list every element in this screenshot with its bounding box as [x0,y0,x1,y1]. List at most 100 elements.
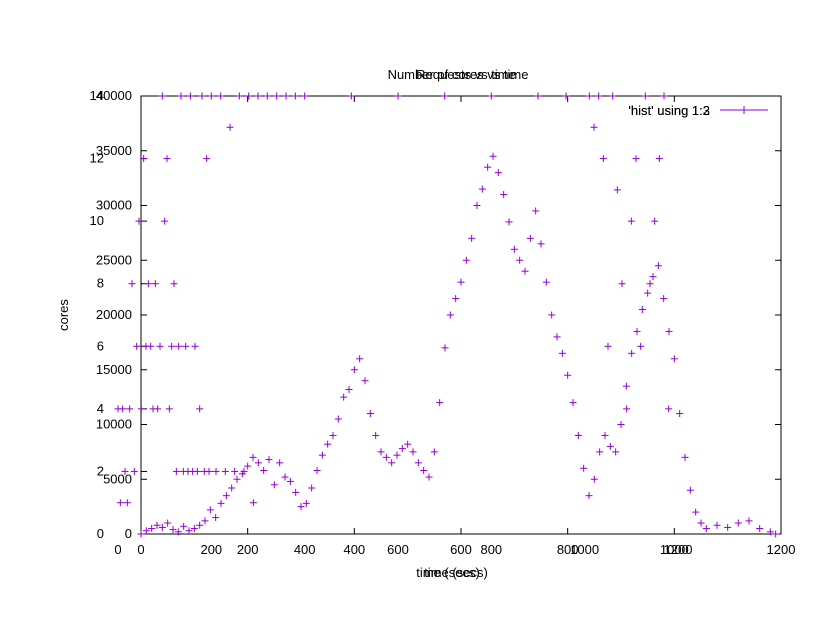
y-tick-label-a: 8 [97,276,104,291]
data-point-b [542,278,550,286]
data-point-b [772,530,780,538]
data-point-b [137,530,145,538]
data-point-b [297,503,305,511]
data-point-a [599,155,607,163]
data-point-a [123,499,131,507]
data-point-b [516,256,524,264]
x-tick-label-a: 600 [387,542,409,557]
data-point-b [174,528,182,536]
data-point-b [649,273,657,281]
data-point-b [548,311,556,319]
chart-a-title-group: Number of cores vs time [388,67,529,82]
data-point-a [154,405,162,413]
y-tick-label-a: 6 [97,338,104,353]
data-point-a [623,405,631,413]
data-point-b [660,295,668,303]
data-point-b [430,448,438,456]
data-point-a [137,405,145,413]
data-point-b [686,486,694,494]
data-point-b [601,431,609,439]
data-point-a [655,155,663,163]
y-tick-label-b: 25000 [96,252,132,267]
data-point-b [585,492,593,500]
data-point-b [377,448,385,456]
data-point-b [553,333,561,341]
data-point-b [265,456,273,464]
data-point-b [398,445,406,453]
data-point-a [170,280,178,288]
data-point-a [116,499,124,507]
x-tick-label-a: 1000 [570,542,599,557]
data-point-a [130,467,138,475]
data-point-a [646,280,654,288]
data-point-b [340,393,348,401]
data-point-b [334,415,342,423]
data-point-b [633,327,641,335]
legend-label-b: 'hist' using 1:3 [628,103,710,118]
data-point-a [534,92,542,100]
data-point-a [651,217,659,225]
data-point-b [580,464,588,472]
data-point-b [249,453,257,461]
data-point-a [151,280,159,288]
data-point-b [628,349,636,357]
series-b-points [137,152,780,538]
data-point-a [609,92,617,100]
data-point-b [404,440,412,448]
data-point-b [302,499,310,507]
x-tick-label-a: 200 [200,542,222,557]
x-tick-label-b: 0 [137,542,144,557]
chart-b-title-group: Requests vs time [416,67,516,82]
data-point-b [185,527,193,535]
series-a-points [114,92,673,507]
data-point-a [235,92,243,100]
y-tick-label-a: 12 [90,151,104,166]
data-point-b [158,523,166,531]
data-point-b [345,385,353,393]
data-point-b [473,202,481,209]
y-tick-label-a: 10 [90,213,104,228]
x-tick-label-a: 0 [114,542,121,557]
data-point-b [308,484,316,492]
data-point-b [500,191,508,199]
data-point-b [596,448,604,456]
data-point-a [590,123,598,131]
data-point-b [324,440,332,448]
data-point-a [217,92,225,100]
legend-marker [720,106,768,114]
data-point-b [564,371,572,379]
data-point-b [489,152,497,160]
data-point-a [165,405,173,413]
x-tick-label-b: 600 [450,542,472,557]
data-point-a [604,342,612,350]
y-tick-label-a: 4 [97,401,104,416]
data-point-a [226,123,234,131]
y-tick-label-b: 35000 [96,143,132,158]
data-point-a [198,92,206,100]
y-tick-label-b: 15000 [96,362,132,377]
data-point-a [172,467,180,475]
data-point-b [505,218,513,226]
data-point-b [644,289,652,297]
data-point-b [388,459,396,467]
data-point-a [347,92,355,100]
data-point-b [366,410,374,418]
data-point-a [191,342,199,350]
data-point-a [135,217,143,225]
data-point-a [207,92,215,100]
data-point-a [144,280,152,288]
data-point-b [153,521,161,529]
y-tick-label-b: 5000 [103,471,132,486]
data-point-b [414,459,422,467]
axis-ticks: 0246810121405000100001500020000250003000… [90,88,796,557]
y-axis-label: cores [56,299,71,331]
data-point-b [206,506,214,514]
data-point-b [457,278,465,286]
data-point-b [537,240,545,248]
data-point-b [692,508,700,516]
data-point-b [569,399,577,407]
data-point-a [177,92,185,100]
data-point-b [276,459,284,467]
data-point-a [487,92,495,100]
data-point-a [585,92,593,100]
